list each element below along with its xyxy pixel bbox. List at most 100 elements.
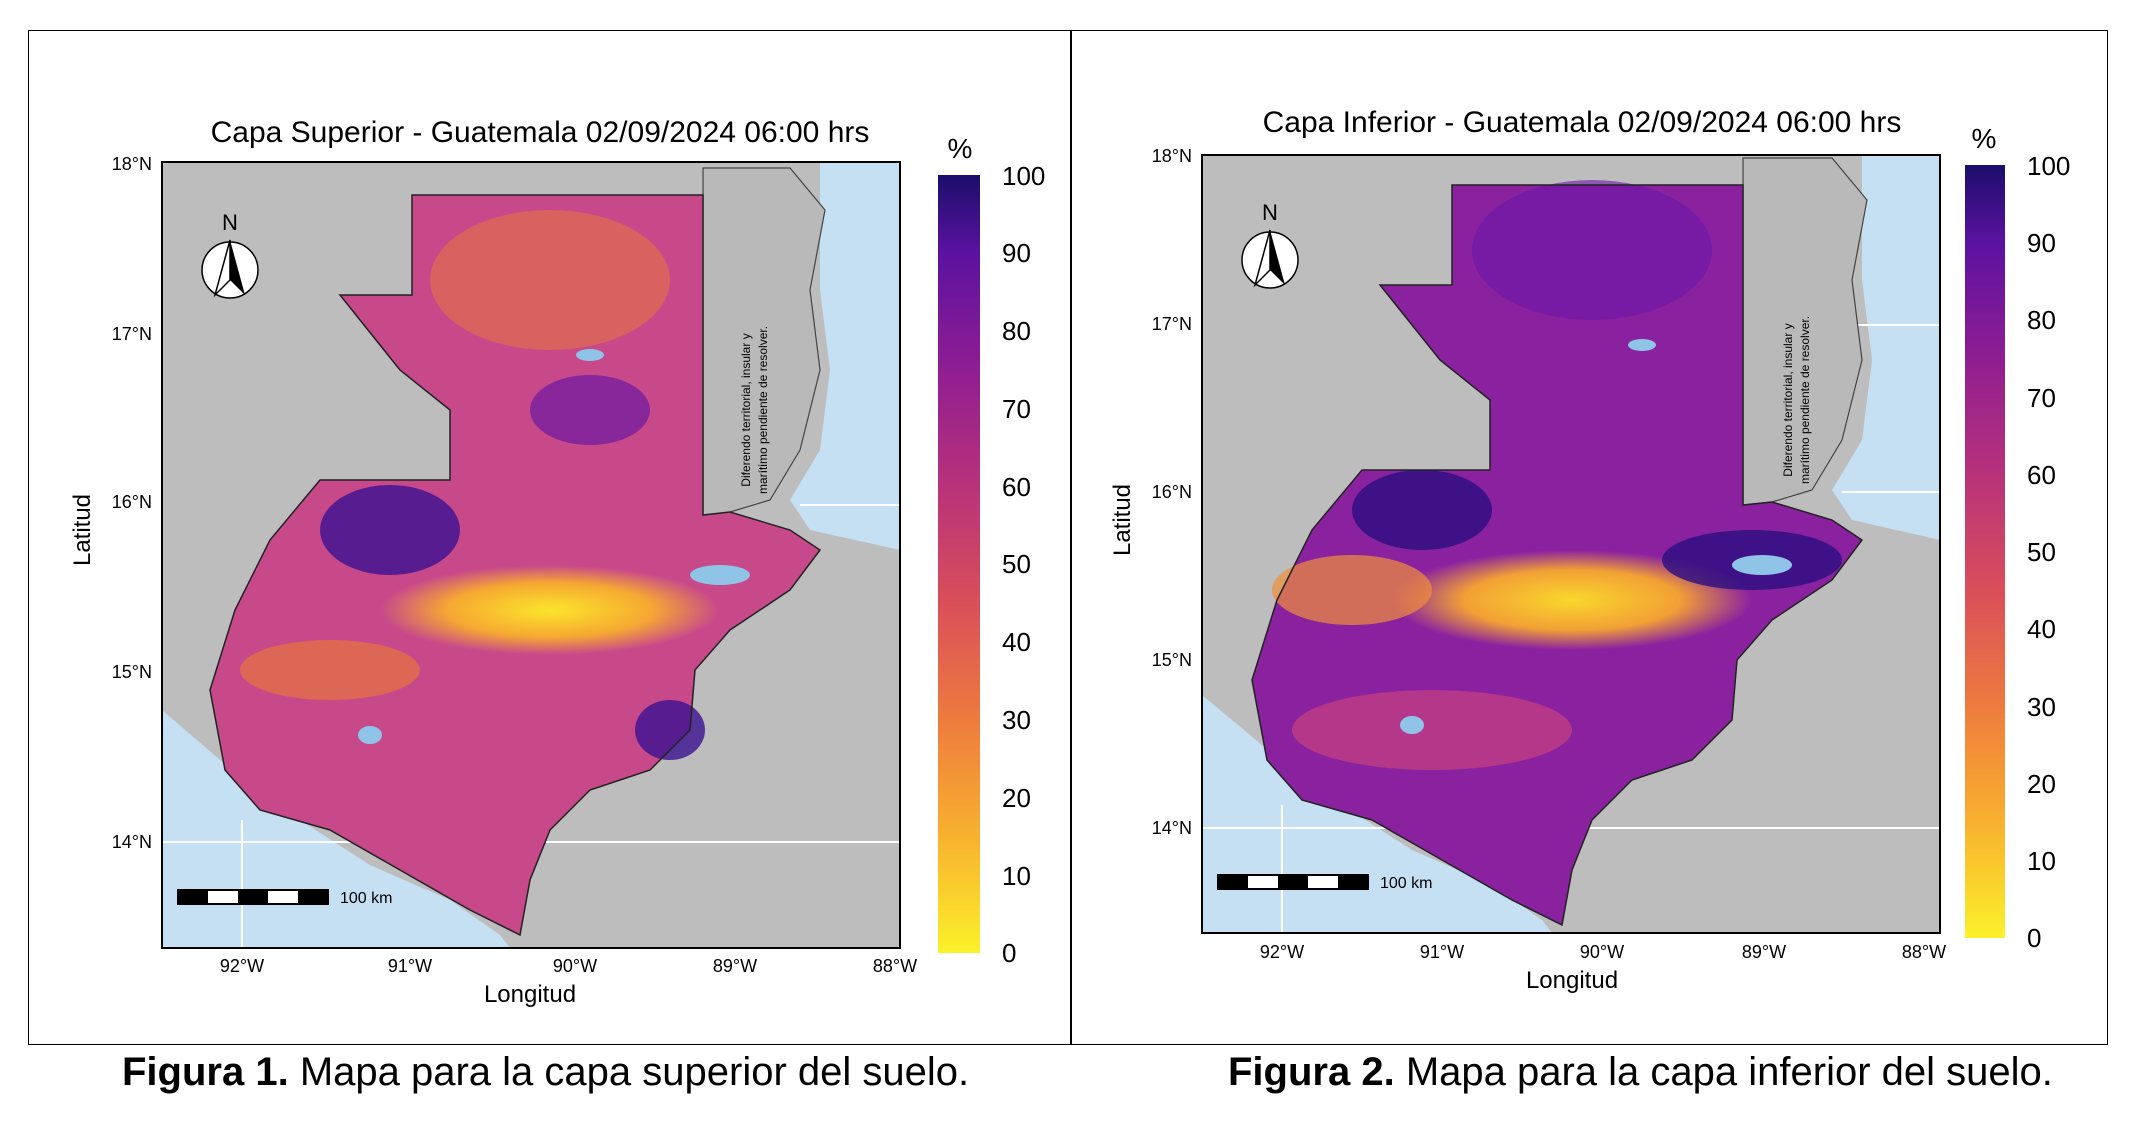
- legend-tick: 50: [1002, 549, 1031, 579]
- map-frame: [161, 161, 901, 949]
- lon-tick: 90°W: [553, 956, 597, 976]
- colorbar-ticks: 100 90 80 70 60 50 40 30 20 10 0: [2027, 151, 2070, 953]
- wet-zone: [635, 700, 705, 760]
- caption-label: Figura 2.: [1228, 1050, 1395, 1094]
- lat-tick: 16°N: [112, 492, 152, 512]
- colorbar: [938, 175, 980, 953]
- lon-tick: 89°W: [713, 956, 757, 976]
- north-arrow: N: [1241, 200, 1299, 289]
- wet-zone: [320, 485, 460, 575]
- legend-tick: 90: [2027, 228, 2056, 258]
- map-title: Capa Inferior - Guatemala 02/09/2024 06:…: [1263, 106, 1902, 139]
- caption-text: Mapa para la capa inferior del suelo.: [1394, 1050, 2053, 1094]
- legend-tick: 0: [2027, 923, 2041, 953]
- lake-peten-itza: [1628, 339, 1656, 351]
- dispute-note-line1: Diferendo territorial, insular y: [1781, 323, 1795, 476]
- lake-izabal: [1732, 555, 1792, 575]
- north-arrow: N: [201, 210, 259, 299]
- legend-tick: 40: [1002, 627, 1031, 657]
- north-label: N: [222, 210, 238, 235]
- legend-tick: 60: [1002, 472, 1031, 502]
- lat-tick: 17°N: [112, 324, 152, 344]
- caption-text: Mapa para la capa superior del suelo.: [288, 1050, 970, 1094]
- lon-tick: 89°W: [1742, 942, 1786, 962]
- lat-tick: 18°N: [1152, 146, 1192, 166]
- map-area: Diferendo territorial, insular y marítim…: [1202, 155, 1940, 933]
- table-divider: [1070, 30, 1072, 1045]
- lake-atitlan: [1400, 716, 1424, 734]
- lon-tick: 92°W: [220, 956, 264, 976]
- wet-zone: [1352, 470, 1492, 550]
- legend-tick: 90: [1002, 238, 1031, 268]
- legend-tick: 20: [2027, 769, 2056, 799]
- lon-tick: 92°W: [1260, 942, 1304, 962]
- map-figure-1: Capa Superior - Guatemala 02/09/2024 06:…: [69, 116, 1045, 1008]
- legend-tick: 70: [1002, 394, 1031, 424]
- pacific-ocean: [162, 710, 510, 948]
- legend-tick: 100: [2027, 151, 2070, 181]
- legend-tick: 70: [2027, 383, 2056, 413]
- figure-panel-2: Capa Inferior - Guatemala 02/09/2024 06:…: [1072, 30, 2107, 1045]
- lat-tick: 17°N: [1152, 314, 1192, 334]
- lake-peten-itza: [576, 349, 604, 361]
- legend-tick: 40: [2027, 614, 2056, 644]
- legend-tick: 80: [2027, 305, 2056, 335]
- legend-tick: 80: [1002, 316, 1031, 346]
- caribbean-sea: [1832, 155, 1940, 540]
- y-axis-label: Latitud: [1109, 484, 1136, 556]
- scale-label: 100 km: [1380, 875, 1432, 892]
- legend-tick: 20: [1002, 783, 1031, 813]
- lon-tick: 90°W: [1580, 942, 1624, 962]
- lake-izabal: [690, 565, 750, 585]
- map-frame: [1201, 154, 1941, 934]
- lon-tick: 91°W: [1420, 942, 1464, 962]
- figure-caption-1: Figura 1. Mapa para la capa superior del…: [122, 1050, 969, 1095]
- lon-tick: 88°W: [1902, 942, 1946, 962]
- map-title: Capa Superior - Guatemala 02/09/2024 06:…: [211, 116, 870, 149]
- scale-bar: 100 km: [1217, 874, 1432, 892]
- legend-tick: 50: [2027, 537, 2056, 567]
- north-label: N: [1262, 200, 1278, 225]
- legend-tick: 30: [2027, 692, 2056, 722]
- dry-zone: [1272, 555, 1432, 625]
- colorbar: [1965, 165, 2005, 938]
- figure-table: [28, 30, 2108, 1045]
- lon-tick: 91°W: [388, 956, 432, 976]
- dry-zone: [380, 565, 720, 655]
- x-axis-label: Longitud: [1526, 967, 1618, 994]
- map-figure-2: Capa Inferior - Guatemala 02/09/2024 06:…: [1109, 106, 2070, 994]
- dry-zone: [1392, 550, 1752, 650]
- scale-label: 100 km: [340, 890, 392, 907]
- country-outline: [209, 194, 822, 937]
- lat-tick: 15°N: [1152, 650, 1192, 670]
- map-area: Diferendo territorial, insular y marítim…: [162, 162, 900, 948]
- legend-tick: 10: [2027, 846, 2056, 876]
- lon-tick: 88°W: [873, 956, 917, 976]
- caption-label: Figura 1.: [122, 1050, 289, 1094]
- lake-atitlan: [358, 726, 382, 744]
- legend-tick: 10: [1002, 861, 1031, 891]
- figure-panel-1: Capa Superior - Guatemala 02/09/2024 06:…: [30, 30, 1070, 1045]
- lat-tick: 14°N: [112, 832, 152, 852]
- wet-zone: [1472, 180, 1712, 320]
- wet-zone: [530, 375, 650, 445]
- legend-unit: %: [1972, 123, 1997, 154]
- mid-zone: [1292, 690, 1572, 770]
- lat-tick: 15°N: [112, 662, 152, 682]
- caribbean-sea: [790, 162, 900, 550]
- legend-tick: 0: [1002, 938, 1016, 968]
- colorbar-ticks: 100 90 80 70 60 50 40 30 20 10 0: [1002, 161, 1045, 968]
- legend-tick: 60: [2027, 460, 2056, 490]
- country-outline: [1251, 184, 1864, 927]
- dispute-note-line2: marítimo pendiente de resolver.: [1798, 316, 1812, 484]
- lat-tick: 18°N: [112, 154, 152, 174]
- dry-zone: [430, 210, 670, 350]
- lat-tick: 14°N: [1152, 818, 1192, 838]
- y-axis-label: Latitud: [69, 494, 96, 566]
- x-axis-label: Longitud: [484, 981, 576, 1008]
- dispute-note-line2: marítimo pendiente de resolver.: [756, 326, 770, 494]
- figure-caption-2: Figura 2. Mapa para la capa inferior del…: [1228, 1050, 2053, 1095]
- lat-tick: 16°N: [1152, 482, 1192, 502]
- legend-tick: 100: [1002, 161, 1045, 191]
- legend-tick: 30: [1002, 705, 1031, 735]
